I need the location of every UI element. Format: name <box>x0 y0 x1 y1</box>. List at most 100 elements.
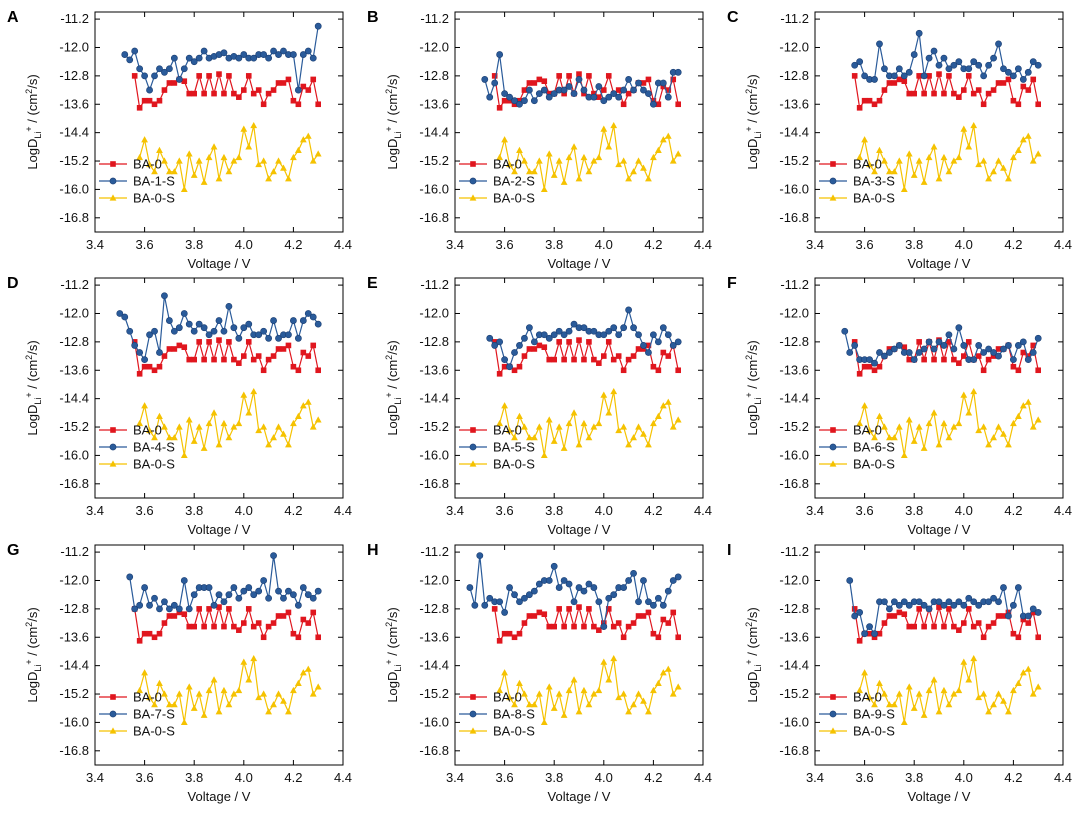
y-tick-label: -12.8 <box>779 334 809 349</box>
data-point-sample <box>466 584 474 591</box>
data-point-ba-0-s <box>141 402 148 409</box>
x-tick-label: 4.2 <box>644 770 662 785</box>
data-point-ba-0-s <box>605 143 613 150</box>
data-point-sample <box>1029 349 1037 356</box>
data-point-ba-0 <box>280 613 287 619</box>
legend-label-ba-0: BA-0 <box>133 423 162 438</box>
data-point-ba-0 <box>541 611 548 617</box>
x-axis-title: Voltage / V <box>548 256 611 271</box>
data-point-ba-0 <box>881 620 888 626</box>
data-point-ba-0 <box>241 353 247 359</box>
data-point-ba-0 <box>196 339 202 345</box>
data-point-ba-0-s <box>1010 153 1017 161</box>
y-tick-label: -16.8 <box>59 743 89 758</box>
data-point-sample <box>1024 68 1032 76</box>
legend-marker-ba-0-s <box>109 460 117 467</box>
data-point-ba-0 <box>876 97 883 104</box>
data-point-sample <box>496 51 504 58</box>
data-point-ba-0-s <box>610 387 618 395</box>
legend-label-sample: BA-2-S <box>493 174 535 189</box>
data-point-ba-0-s <box>565 686 573 694</box>
x-axis-title: Voltage / V <box>908 256 971 271</box>
data-point-sample <box>190 58 198 66</box>
data-point-sample <box>521 594 528 602</box>
data-point-ba-0 <box>201 90 207 97</box>
data-point-ba-0-s <box>1005 708 1012 715</box>
data-point-ba-0 <box>181 611 188 617</box>
data-point-ba-0-s <box>650 686 657 694</box>
data-point-sample <box>664 331 672 339</box>
data-point-ba-0 <box>315 367 321 374</box>
y-tick-label: -16.0 <box>779 181 809 196</box>
data-point-ba-0 <box>300 616 307 623</box>
data-point-sample <box>496 338 504 346</box>
x-tick-label: 4.4 <box>1054 770 1072 785</box>
data-point-sample <box>289 591 297 599</box>
data-point-ba-0-s <box>240 125 248 132</box>
data-point-ba-0 <box>491 339 498 345</box>
data-point-ba-0 <box>911 623 917 630</box>
y-axis-title-part: Li <box>753 132 763 139</box>
data-point-ba-0 <box>965 73 972 79</box>
y-axis-title-part: Li <box>33 398 43 405</box>
panel-e: E 3.4 3.6 3.8 4.0 4.2 4.4 -11.2 -12.0 -12.8 -13.6 -… <box>367 275 712 537</box>
data-point-ba-0 <box>491 73 498 79</box>
data-point-sample <box>910 51 918 58</box>
data-point-sample <box>220 327 228 335</box>
data-point-ba-0-s <box>151 434 158 441</box>
data-point-ba-0-s <box>980 423 988 430</box>
data-point-sample <box>180 310 188 317</box>
data-point-ba-0-s <box>1019 669 1027 676</box>
data-point-ba-0-s <box>1010 419 1017 427</box>
y-tick-label: -13.6 <box>419 629 449 644</box>
data-point-ba-0 <box>576 71 582 77</box>
data-point-sample <box>925 338 933 346</box>
data-point-sample <box>200 324 208 332</box>
data-point-sample <box>915 598 923 606</box>
legend-marker-sample <box>829 710 837 718</box>
data-point-sample <box>1000 584 1007 591</box>
y-axis-title-part: Li <box>393 398 403 405</box>
data-point-ba-0-s <box>866 426 873 434</box>
x-tick-label: 4.2 <box>284 237 302 252</box>
data-point-ba-0 <box>541 344 548 350</box>
data-point-ba-0 <box>941 356 947 363</box>
data-point-ba-0 <box>280 346 287 352</box>
x-tick-label: 4.0 <box>595 237 613 252</box>
y-axis-title-part: /s) <box>745 74 760 88</box>
data-point-sample <box>521 97 528 105</box>
data-point-sample <box>635 598 642 606</box>
data-point-ba-0 <box>136 371 143 377</box>
x-tick-label: 3.6 <box>496 770 514 785</box>
y-axis-title-part: / (cm <box>385 360 400 393</box>
plot-frame <box>454 544 704 766</box>
data-point-ba-0 <box>295 367 302 374</box>
legend-label-ba-0: BA-0 <box>493 157 522 172</box>
data-point-ba-0-s <box>871 434 878 441</box>
data-point-sample <box>846 577 854 584</box>
data-point-sample <box>511 591 518 599</box>
data-point-ba-0 <box>906 356 913 363</box>
data-point-ba-0-s <box>240 658 248 665</box>
y-tick-label: -11.2 <box>780 277 809 292</box>
data-point-ba-0-s <box>645 441 652 448</box>
x-tick-label: 4.4 <box>1054 237 1072 252</box>
y-axis-title: LogDLi+ / (cm2/s) <box>24 340 43 435</box>
data-point-ba-0 <box>645 609 652 616</box>
data-point-sample <box>230 324 238 332</box>
data-point-ba-0-s <box>565 153 573 161</box>
data-point-ba-0-s <box>615 693 623 701</box>
data-point-ba-0-s <box>309 423 317 430</box>
data-point-ba-0 <box>985 356 992 363</box>
data-point-sample <box>146 86 153 94</box>
x-tick-label: 3.8 <box>545 770 563 785</box>
data-point-ba-0-s <box>299 669 307 676</box>
data-point-sample <box>175 605 183 613</box>
data-point-ba-0-s <box>1029 690 1037 697</box>
data-point-sample <box>1014 342 1022 349</box>
data-point-ba-0-s <box>856 686 864 694</box>
y-tick-label: -11.2 <box>60 11 89 26</box>
data-point-ba-0 <box>305 87 312 93</box>
data-point-ba-0-s <box>304 132 312 139</box>
data-point-ba-0-s <box>245 409 253 416</box>
